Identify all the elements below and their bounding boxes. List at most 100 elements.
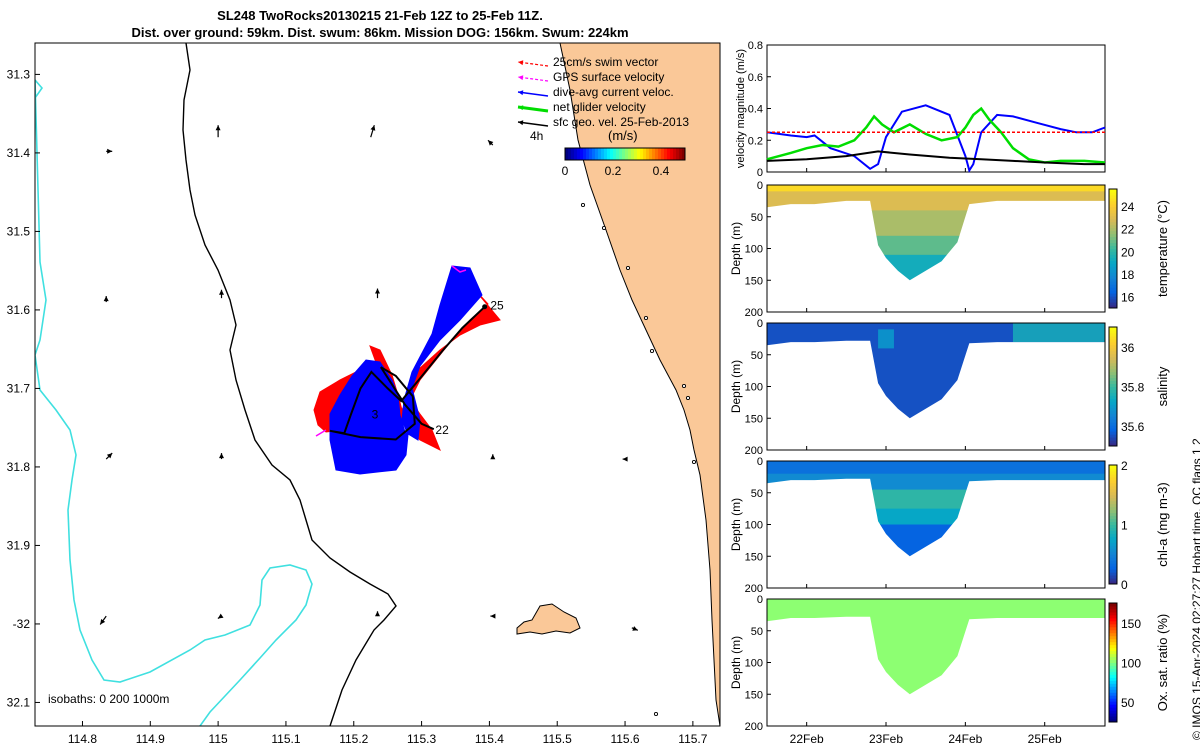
colorbar-step [1109, 704, 1117, 708]
colorbar-tick: 18 [1121, 268, 1135, 282]
legend-swatch [517, 90, 549, 97]
colorbar-step [1109, 344, 1117, 349]
colorbar-step [1109, 515, 1117, 520]
colorbar-step [1109, 608, 1117, 613]
gps-surface-velocity [315, 429, 327, 437]
velocity-y-tick: 0.6 [748, 72, 763, 84]
colorbar-step [1109, 290, 1117, 294]
colorbar-step [1109, 635, 1117, 640]
colorbar-step [1109, 638, 1117, 643]
map-x-tick-label: 114.9 [136, 732, 165, 746]
colorbar-tick: 150 [1121, 617, 1141, 631]
colorbar-step [1109, 548, 1117, 552]
colorbar-step [1109, 695, 1117, 699]
rock [601, 225, 607, 231]
colorbar-step [1109, 327, 1117, 331]
depth-tick: 150 [745, 689, 763, 701]
map-x-tick-label: 115.3 [407, 732, 436, 746]
colorbar-step [1109, 620, 1117, 625]
sfc-geo-vector [487, 139, 494, 146]
map-y-tick-label: 31.8 [7, 460, 31, 474]
sfc-geo-vector [217, 613, 224, 619]
track-time-label: 25 [490, 298, 504, 312]
colorbar-step [1109, 668, 1117, 672]
colorbar-step [1109, 389, 1117, 393]
colorbar-step [1109, 659, 1117, 663]
colorbar-step [1109, 536, 1117, 540]
colorbar-step [1109, 269, 1117, 273]
depth-tick: 150 [745, 413, 763, 425]
colorbar-step [1109, 263, 1117, 267]
sfc-geo-vector [631, 626, 639, 631]
velocity-series-line [766, 106, 1106, 164]
colorbar-step [1109, 374, 1117, 379]
map-y-tick-label: -32 [13, 617, 31, 631]
credit-text: © IMOS 15-Apr-2024 02:27:27 Hobart time.… [1190, 438, 1200, 740]
colorbar-step [1109, 503, 1117, 508]
velocity-y-tick: 0.8 [748, 40, 763, 52]
colorbar-step [1109, 710, 1117, 714]
colorbar-step [1109, 248, 1117, 252]
colorbar-step [1109, 200, 1117, 205]
colorbar-step [1109, 617, 1117, 622]
colorbar-step [1109, 650, 1117, 655]
depth-tick: 150 [745, 275, 763, 287]
isobath-1000m [35, 78, 313, 726]
speed-colorbar: (m/s) 0 0.2 0.4 [562, 128, 686, 178]
map-x-tick-label: 115 [209, 732, 228, 746]
rock [691, 459, 697, 465]
depth-tick: 50 [751, 212, 763, 224]
section-patch [878, 329, 894, 349]
colorbar-step [1109, 545, 1117, 549]
colorbar-step [1109, 482, 1117, 487]
colorbar-step [1109, 569, 1117, 573]
track-time-label: 22 [435, 423, 449, 437]
colorbar-label: Ox. sat. ratio (%) [1155, 614, 1170, 712]
colorbar-step [1109, 554, 1117, 558]
sfc-geo-vector [375, 611, 380, 617]
legend-entry: net glider velocity [553, 100, 646, 114]
map-y-tick-label: 31.7 [7, 381, 31, 395]
colorbar-step [1109, 575, 1117, 579]
colorbar-step [1109, 572, 1117, 576]
colorbar-step [1109, 251, 1117, 255]
colorbar-step [1109, 353, 1117, 358]
colorbar-step [1109, 347, 1117, 352]
colorbar-step [1109, 473, 1117, 478]
depth-tick: 0 [757, 318, 763, 330]
colorbar-tick: 16 [1121, 291, 1135, 305]
colorbar-label: chl-a (mg m-3) [1155, 482, 1170, 567]
colorbar-step [1109, 509, 1117, 514]
colorbar-step [1109, 578, 1117, 582]
sfc-geo-vector [106, 148, 113, 154]
colorbar-tick: 0 [1121, 578, 1128, 592]
colorbar-frame [1108, 326, 1118, 447]
colorbar-step [1109, 386, 1117, 390]
colorbar-step [1109, 419, 1117, 423]
colorbar-step [1109, 203, 1117, 208]
colorbar-tick: 2 [1121, 459, 1128, 473]
map-y-tick-label: 31.6 [7, 303, 31, 317]
colorbar-tick: 0 [562, 164, 569, 178]
colorbar-step [1109, 189, 1117, 193]
sfc-geo-vector [622, 456, 628, 462]
colorbar-step [1109, 287, 1117, 291]
colorbar-step [1109, 215, 1117, 220]
colorbar-step [1109, 422, 1117, 426]
map-y-tick-label: 31.5 [7, 224, 31, 238]
legend-swatch [517, 75, 549, 82]
colorbar-step [1109, 284, 1117, 288]
colorbar-step [1109, 218, 1117, 223]
colorbar-step [1109, 332, 1117, 337]
colorbar-step [1109, 605, 1117, 610]
colorbar-step [1109, 485, 1117, 490]
depth-tick: 100 [745, 520, 763, 532]
colorbar-tick: 100 [1121, 657, 1141, 671]
depth-tick: 50 [751, 488, 763, 500]
colorbar-step [1109, 254, 1117, 258]
colorbar-step [1109, 365, 1117, 370]
colorbar-step [1109, 410, 1117, 414]
legend-swatch [517, 120, 549, 127]
